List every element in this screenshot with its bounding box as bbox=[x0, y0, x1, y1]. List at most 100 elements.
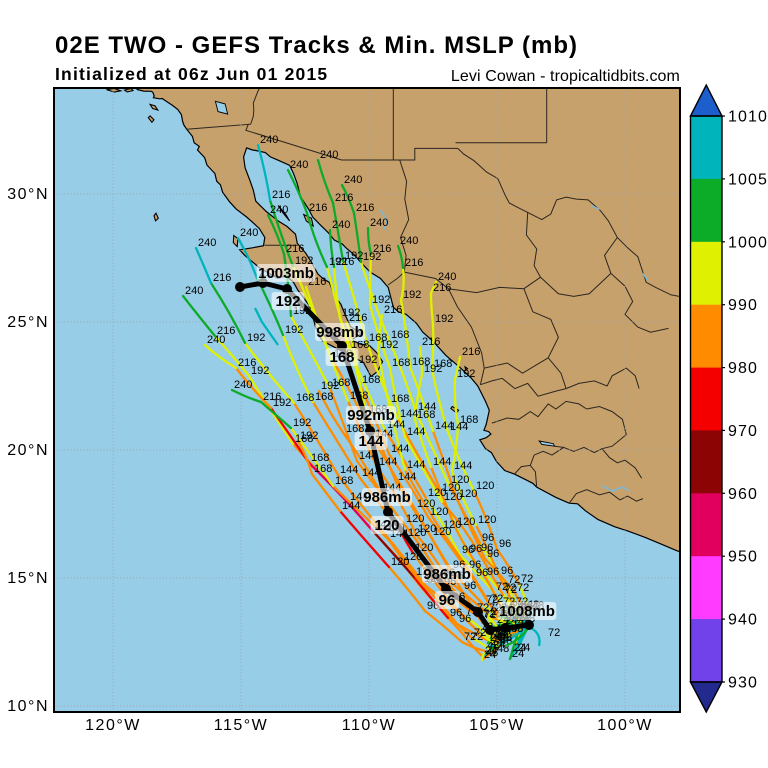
svg-text:240: 240 bbox=[207, 334, 225, 346]
svg-text:48: 48 bbox=[486, 647, 498, 659]
svg-text:168: 168 bbox=[329, 349, 354, 366]
svg-text:144: 144 bbox=[407, 459, 425, 471]
svg-text:192: 192 bbox=[372, 294, 390, 306]
svg-text:970: 970 bbox=[728, 423, 758, 440]
svg-text:144: 144 bbox=[342, 500, 360, 512]
svg-text:120: 120 bbox=[457, 516, 475, 528]
svg-text:240: 240 bbox=[260, 134, 278, 146]
svg-text:120: 120 bbox=[430, 506, 448, 518]
svg-text:72: 72 bbox=[496, 581, 508, 593]
svg-text:940: 940 bbox=[728, 612, 758, 629]
svg-text:168: 168 bbox=[412, 356, 430, 368]
svg-text:115°W: 115°W bbox=[214, 717, 269, 734]
svg-text:1003mb: 1003mb bbox=[258, 265, 314, 282]
svg-text:1000: 1000 bbox=[728, 234, 768, 251]
svg-text:144: 144 bbox=[400, 408, 418, 420]
svg-text:216: 216 bbox=[405, 257, 423, 269]
svg-text:192: 192 bbox=[321, 380, 339, 392]
svg-text:986mb: 986mb bbox=[363, 489, 411, 506]
svg-text:96: 96 bbox=[487, 566, 499, 578]
svg-text:144: 144 bbox=[379, 456, 397, 468]
svg-text:120: 120 bbox=[418, 523, 436, 535]
svg-text:240: 240 bbox=[400, 235, 418, 247]
svg-text:216: 216 bbox=[422, 336, 440, 348]
svg-text:110°W: 110°W bbox=[342, 717, 397, 734]
svg-text:96: 96 bbox=[459, 613, 471, 625]
svg-text:192: 192 bbox=[273, 397, 291, 409]
svg-text:10°N: 10°N bbox=[7, 698, 49, 715]
svg-text:144: 144 bbox=[362, 467, 380, 479]
svg-text:216: 216 bbox=[356, 202, 374, 214]
svg-text:96: 96 bbox=[481, 542, 493, 554]
svg-text:30°N: 30°N bbox=[7, 186, 49, 203]
svg-text:930: 930 bbox=[728, 675, 758, 692]
svg-text:120: 120 bbox=[444, 491, 462, 503]
svg-text:24: 24 bbox=[485, 645, 497, 657]
svg-text:120: 120 bbox=[443, 519, 461, 531]
svg-text:24: 24 bbox=[512, 648, 524, 660]
svg-text:192: 192 bbox=[359, 354, 377, 366]
svg-text:48: 48 bbox=[500, 632, 512, 644]
svg-text:168: 168 bbox=[351, 339, 369, 351]
svg-text:144: 144 bbox=[340, 464, 358, 476]
svg-text:24: 24 bbox=[491, 636, 503, 648]
svg-text:990: 990 bbox=[728, 297, 758, 314]
svg-text:240: 240 bbox=[438, 271, 456, 283]
svg-text:192: 192 bbox=[342, 307, 360, 319]
svg-text:168: 168 bbox=[417, 409, 435, 421]
svg-text:960: 960 bbox=[728, 486, 758, 503]
svg-text:216: 216 bbox=[335, 192, 353, 204]
svg-text:96: 96 bbox=[487, 548, 499, 560]
svg-text:192: 192 bbox=[251, 365, 269, 377]
svg-text:120: 120 bbox=[476, 480, 494, 492]
svg-text:192: 192 bbox=[403, 289, 421, 301]
svg-text:105°W: 105°W bbox=[469, 717, 525, 734]
svg-text:120: 120 bbox=[391, 556, 409, 568]
svg-text:240: 240 bbox=[240, 227, 258, 239]
svg-text:120: 120 bbox=[417, 498, 435, 510]
svg-text:168: 168 bbox=[391, 329, 409, 341]
svg-text:168: 168 bbox=[295, 433, 313, 445]
svg-text:216: 216 bbox=[336, 256, 354, 268]
svg-text:168: 168 bbox=[314, 463, 332, 475]
svg-text:168: 168 bbox=[311, 452, 329, 464]
svg-text:96: 96 bbox=[499, 538, 511, 550]
svg-text:72: 72 bbox=[471, 631, 483, 643]
svg-text:216: 216 bbox=[309, 202, 327, 214]
svg-text:144: 144 bbox=[407, 426, 425, 438]
svg-text:24: 24 bbox=[497, 631, 509, 643]
svg-text:240: 240 bbox=[270, 204, 288, 216]
svg-text:192: 192 bbox=[457, 368, 475, 380]
svg-text:120: 120 bbox=[428, 487, 446, 499]
svg-text:168: 168 bbox=[460, 414, 478, 426]
svg-text:168: 168 bbox=[315, 391, 333, 403]
svg-text:144: 144 bbox=[454, 460, 472, 472]
svg-text:216: 216 bbox=[462, 346, 480, 358]
svg-text:24: 24 bbox=[484, 649, 496, 661]
svg-text:216: 216 bbox=[286, 243, 304, 255]
svg-text:48: 48 bbox=[496, 632, 508, 644]
svg-text:72: 72 bbox=[517, 582, 529, 594]
svg-text:240: 240 bbox=[234, 379, 252, 391]
svg-text:72: 72 bbox=[508, 574, 520, 586]
svg-text:72: 72 bbox=[491, 593, 503, 605]
svg-text:192: 192 bbox=[363, 251, 381, 263]
svg-text:72: 72 bbox=[484, 609, 496, 621]
svg-text:192: 192 bbox=[275, 293, 300, 310]
svg-text:120: 120 bbox=[478, 514, 496, 526]
svg-text:100°W: 100°W bbox=[597, 717, 653, 734]
svg-text:144: 144 bbox=[391, 443, 409, 455]
svg-text:120: 120 bbox=[442, 482, 460, 494]
svg-text:120: 120 bbox=[451, 474, 469, 486]
svg-text:168: 168 bbox=[434, 358, 452, 370]
svg-text:1008mb: 1008mb bbox=[499, 603, 555, 620]
svg-text:Levi Cowan - tropicaltidbits.c: Levi Cowan - tropicaltidbits.com bbox=[451, 68, 680, 85]
svg-text:96: 96 bbox=[482, 532, 494, 544]
svg-text:96: 96 bbox=[462, 544, 474, 556]
svg-text:216: 216 bbox=[213, 272, 231, 284]
svg-text:Initialized at 06z Jun 01 2015: Initialized at 06z Jun 01 2015 bbox=[55, 64, 328, 84]
svg-text:192: 192 bbox=[345, 250, 363, 262]
svg-text:144: 144 bbox=[450, 421, 468, 433]
svg-text:1005: 1005 bbox=[728, 171, 768, 188]
svg-text:240: 240 bbox=[344, 174, 362, 186]
